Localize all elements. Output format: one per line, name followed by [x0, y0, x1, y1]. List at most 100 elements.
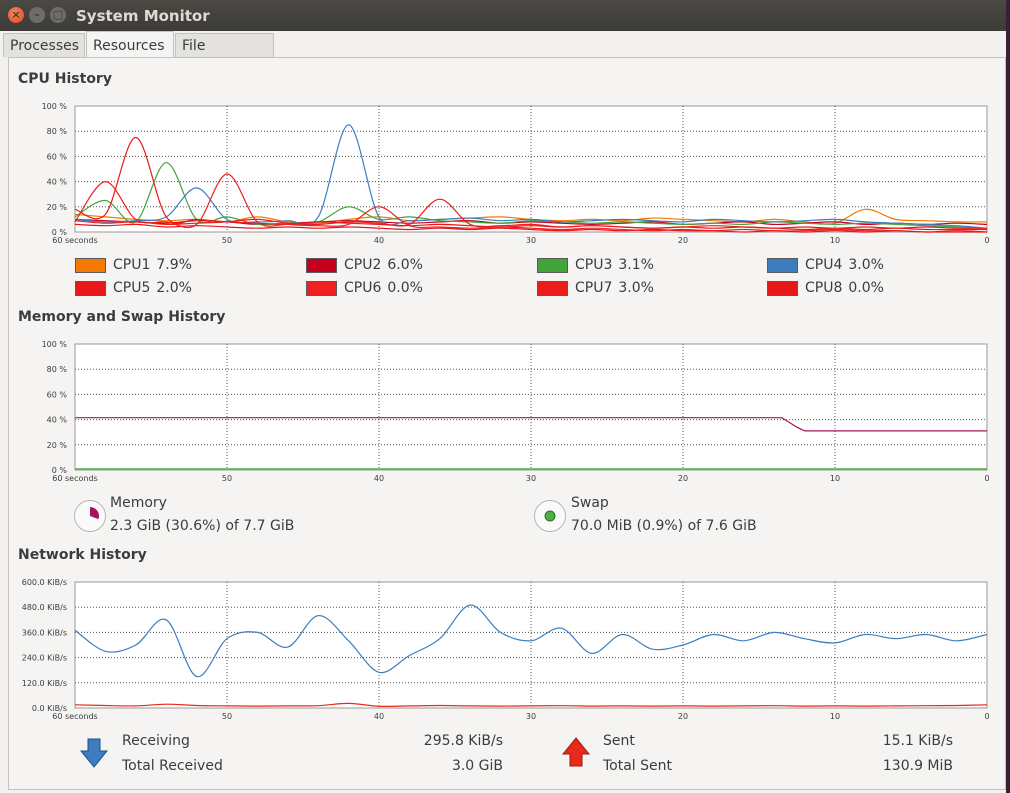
cpu-name: CPU4	[805, 257, 843, 273]
cpu-x-tick-label: 30	[526, 236, 536, 245]
net-y-tick-label: 480.0 KiB/s	[22, 603, 67, 612]
network-history-title: Network History	[18, 547, 147, 563]
maximize-icon[interactable]: □	[50, 7, 66, 23]
cpu-color-swatch[interactable]	[537, 281, 568, 296]
cpu-usage-value: 0.0%	[848, 280, 884, 296]
cpu-history-graph: 100 % 80 % 60 % 40 % 20 % 0 %60 seconds 50 40 30…	[42, 102, 990, 245]
window-title: System Monitor	[76, 7, 210, 25]
net-series-sent	[74, 702, 988, 708]
total-received-value: 3.0 GiB	[451, 758, 503, 774]
cpu-series-cpu4	[74, 124, 988, 229]
cpu-usage-value: 3.0%	[848, 257, 884, 273]
cpu-y-tick-label: 0 %	[52, 228, 68, 237]
swap-value: 70.0 MiB (0.9%) of 7.6 GiB	[571, 518, 757, 534]
mem-x-tick-label: 10	[830, 474, 840, 483]
cpu-legend-label: CPU6 0.0%	[344, 280, 423, 296]
cpu-usage-value: 3.0%	[618, 280, 654, 296]
net-y-tick-label: 240.0 KiB/s	[22, 654, 67, 663]
minimize-icon[interactable]: –	[29, 7, 45, 23]
cpu-series-cpu6	[74, 173, 988, 233]
cpu-name: CPU2	[344, 257, 382, 273]
cpu-x-tick-label: 50	[222, 236, 232, 245]
cpu-series-cpu8	[74, 223, 987, 233]
mem-x-tick-label: 40	[374, 474, 384, 483]
net-y-tick-label: 360.0 KiB/s	[22, 628, 67, 637]
cpu-y-tick-label: 60 %	[47, 152, 68, 161]
cpu-name: CPU6	[344, 280, 382, 296]
mem-y-tick-label: 20 %	[47, 441, 68, 450]
cpu-color-swatch[interactable]	[75, 258, 106, 273]
cpu-name: CPU1	[113, 257, 151, 273]
cpu-name: CPU7	[575, 280, 613, 296]
mem-x-tick-label: 60 seconds	[52, 474, 97, 483]
tab-file-systems[interactable]: File Systems	[175, 33, 274, 78]
cpu-name: CPU5	[113, 280, 151, 296]
cpu-x-tick-label: 60 seconds	[52, 236, 97, 245]
cpu-usage-value: 2.0%	[156, 280, 192, 296]
cpu-usage-value: 0.0%	[387, 280, 423, 296]
cpu-x-tick-label: 40	[374, 236, 384, 245]
net-series-receiving	[74, 604, 988, 678]
mem-y-tick-label: 0 %	[52, 466, 68, 475]
receiving-arrow-icon	[80, 738, 108, 768]
cpu-color-swatch[interactable]	[767, 281, 798, 296]
total-sent-label: Total Sent	[603, 758, 673, 774]
cpu-legend-label: CPU2 6.0%	[344, 257, 423, 273]
mem-x-tick-label: 0	[984, 474, 989, 483]
tab-processes[interactable]: Processes	[3, 33, 85, 57]
close-icon[interactable]: ×	[8, 7, 24, 23]
memory-swap-history-graph: 100 % 80 % 60 % 40 % 20 % 0 %60 seconds 50 40 30…	[42, 340, 990, 483]
cpu-usage-value: 6.0%	[387, 257, 423, 273]
cpu-color-swatch[interactable]	[306, 281, 337, 296]
net-y-tick-label: 120.0 KiB/s	[22, 679, 67, 688]
sent-value: 15.1 KiB/s	[882, 733, 953, 749]
memory-pie-icon	[74, 500, 106, 532]
tab-resources[interactable]: Resources	[86, 31, 174, 58]
receiving-label: Receiving	[122, 733, 190, 749]
cpu-x-tick-label: 10	[830, 236, 840, 245]
cpu-legend-label: CPU1 7.9%	[113, 257, 192, 273]
cpu-color-swatch[interactable]	[306, 258, 337, 273]
title-bar[interactable]: × – □ System Monitor	[0, 0, 1006, 31]
cpu-legend-label: CPU5 2.0%	[113, 280, 192, 296]
net-y-tick-label: 600.0 KiB/s	[22, 578, 67, 587]
net-x-tick-label: 60 seconds	[52, 712, 97, 721]
receiving-value: 295.8 KiB/s	[423, 733, 503, 749]
sent-arrow-icon	[562, 737, 590, 767]
cpu-x-tick-label: 0	[984, 236, 989, 245]
cpu-legend-label: CPU4 3.0%	[805, 257, 884, 273]
cpu-name: CPU3	[575, 257, 613, 273]
cpu-usage-value: 7.9%	[156, 257, 192, 273]
net-x-tick-label: 30	[526, 712, 536, 721]
cpu-legend-label: CPU3 3.1%	[575, 257, 654, 273]
cpu-color-swatch[interactable]	[75, 281, 106, 296]
mem-y-tick-label: 60 %	[47, 390, 68, 399]
cpu-color-swatch[interactable]	[767, 258, 798, 273]
mem-x-tick-label: 20	[678, 474, 688, 483]
total-received-label: Total Received	[122, 758, 223, 774]
swap-pie-icon	[534, 500, 566, 532]
cpu-y-tick-label: 80 %	[47, 127, 68, 136]
swap-label: Swap	[571, 495, 609, 511]
memory-value: 2.3 GiB (30.6%) of 7.7 GiB	[110, 518, 295, 534]
mem-y-tick-label: 40 %	[47, 416, 68, 425]
net-x-tick-label: 20	[678, 712, 688, 721]
cpu-series-cpu7	[74, 198, 988, 229]
memory-swap-history-title: Memory and Swap History	[18, 309, 226, 325]
cpu-y-tick-label: 40 %	[47, 178, 68, 187]
memory-label: Memory	[110, 495, 167, 511]
mem-y-tick-label: 100 %	[42, 340, 68, 349]
mem-x-tick-label: 30	[526, 474, 536, 483]
network-history-graph: 600.0 KiB/s 480.0 KiB/s 360.0 KiB/s 240.0 K…	[22, 578, 990, 721]
net-x-tick-label: 10	[830, 712, 840, 721]
net-y-tick-label: 0.0 KiB/s	[32, 704, 67, 713]
mem-series-memory	[75, 417, 987, 432]
cpu-legend-label: CPU7 3.0%	[575, 280, 654, 296]
mem-x-tick-label: 50	[222, 474, 232, 483]
sent-label: Sent	[603, 733, 635, 749]
cpu-usage-value: 3.1%	[618, 257, 654, 273]
cpu-color-swatch[interactable]	[537, 258, 568, 273]
cpu-name: CPU8	[805, 280, 843, 296]
net-x-tick-label: 50	[222, 712, 232, 721]
